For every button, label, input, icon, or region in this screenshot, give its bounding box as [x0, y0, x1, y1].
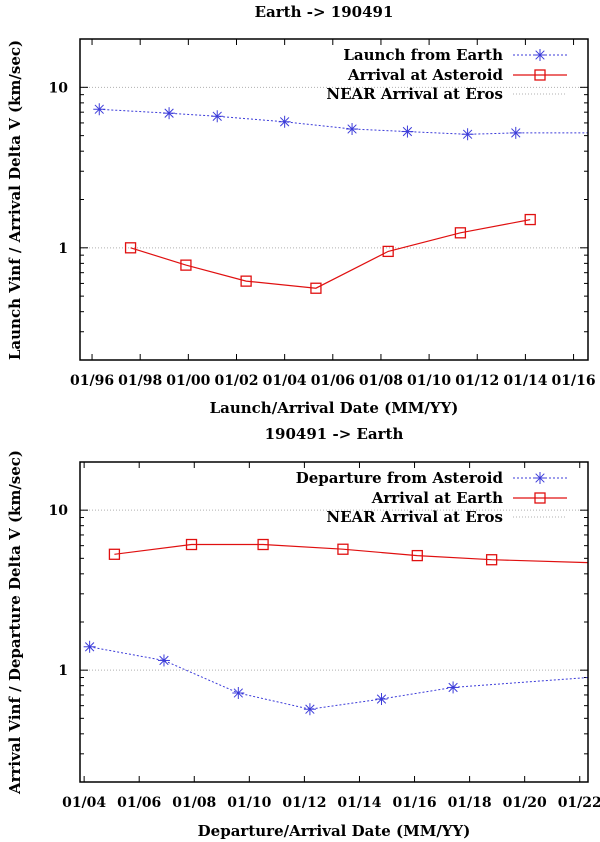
data-point-series-1 — [509, 126, 522, 139]
x-tick-label: 01/04 — [263, 373, 307, 389]
data-point-series-2 — [257, 538, 269, 551]
chart-asteroid-to-earth: 190491 -> Earth 01/04 01/06 01/08 01/10 01/1… — [6, 425, 600, 840]
chart-title: 190491 -> Earth — [265, 425, 404, 443]
data-point-series-2 — [124, 242, 137, 254]
data-point-series-1 — [232, 686, 245, 699]
data-point-series-2 — [382, 245, 394, 258]
y-tick-label: 10 — [49, 503, 69, 519]
legend-sample-marker-1 — [534, 472, 546, 484]
legend-sample-marker-1 — [534, 49, 546, 61]
reference-grid — [80, 86, 588, 249]
y-axis-label: Launch Vinf / Arrival Delta V (km/sec) — [6, 40, 24, 360]
legend-label-series-2: Arrival at Asteroid — [347, 66, 504, 84]
y-tick-label: 1 — [58, 663, 68, 679]
x-tick-label: 01/12 — [455, 373, 499, 389]
series-line-2 — [114, 543, 589, 564]
x-tick-label: 01/08 — [359, 373, 403, 389]
x-tick-label: 01/10 — [227, 795, 271, 811]
x-tick-label: 01/06 — [311, 373, 355, 389]
data-point-series-1 — [346, 122, 359, 135]
legend-label-series-2: Arrival at Earth — [371, 489, 503, 507]
x-tick-label: 01/14 — [337, 795, 381, 811]
chart-title: Earth -> 190491 — [255, 3, 394, 21]
y-axis-label: Arrival Vinf / Departure Delta V (km/sec… — [6, 450, 24, 795]
plot-frame — [79, 38, 589, 361]
data-point-series-1 — [461, 128, 474, 141]
data-point-series-1 — [375, 693, 388, 706]
data-point-series-1 — [163, 107, 176, 120]
reference-grid — [80, 509, 588, 671]
axis-ticks: 01/96 01/98 01/00 01/02 01/04 01/06 01/08 01/10… — [49, 38, 596, 389]
data-point-series-1 — [93, 103, 106, 116]
x-tick-label: 01/06 — [117, 795, 161, 811]
data-point-series-1 — [83, 640, 96, 653]
axis-ticks: 01/04 01/06 01/08 01/10 01/12 01/14 01/16 01/18… — [49, 461, 600, 811]
x-tick-label: 01/04 — [62, 795, 106, 811]
x-tick-label: 01/16 — [552, 373, 596, 389]
x-tick-label: 01/18 — [448, 795, 492, 811]
data-point-series-2 — [180, 259, 192, 271]
chart-earth-to-asteroid: Earth -> 190491 01/96 01/98 01/00 01/02 01/0… — [6, 3, 596, 417]
x-axis-label: Departure/Arrival Date (MM/YY) — [198, 822, 471, 840]
y-tick-label: 1 — [58, 241, 68, 257]
data-point-series-1 — [157, 654, 170, 667]
data-point-series-2 — [524, 213, 536, 226]
x-tick-label: 01/14 — [503, 373, 547, 389]
series-group — [93, 103, 588, 294]
x-tick-label: 01/02 — [214, 373, 258, 389]
x-tick-label: 01/08 — [172, 795, 216, 811]
data-point-series-2 — [240, 275, 252, 287]
data-point-series-1 — [211, 110, 224, 123]
legend-sample-marker-2 — [534, 69, 546, 81]
data-point-series-1 — [401, 125, 414, 138]
x-tick-label: 01/98 — [118, 373, 162, 389]
x-tick-label: 01/10 — [407, 373, 451, 389]
x-tick-label: 01/12 — [282, 795, 326, 811]
x-tick-label: 01/22 — [558, 795, 600, 811]
x-tick-label: 01/00 — [166, 373, 210, 389]
data-point-series-2 — [310, 282, 322, 294]
legend-label-reference: NEAR Arrival at Eros — [326, 508, 503, 526]
legend: Departure from Asteroid Arrival at Earth… — [296, 469, 567, 526]
legend-label-reference: NEAR Arrival at Eros — [326, 85, 503, 103]
data-point-series-1 — [447, 681, 460, 694]
data-point-series-2 — [108, 548, 121, 560]
series-group — [83, 538, 589, 716]
legend-label-series-1: Launch from Earth — [343, 46, 503, 64]
data-point-series-2 — [454, 227, 467, 239]
x-tick-label: 01/16 — [392, 795, 436, 811]
plot-frame — [79, 461, 589, 783]
x-tick-label: 01/96 — [70, 373, 114, 389]
data-point-series-2 — [337, 543, 349, 555]
legend-label-series-1: Departure from Asteroid — [296, 469, 504, 487]
x-tick-label: 01/20 — [503, 795, 547, 811]
data-point-series-2 — [485, 554, 498, 566]
y-tick-label: 10 — [49, 80, 69, 96]
legend-sample-marker-2 — [534, 492, 546, 504]
data-point-series-2 — [411, 549, 423, 562]
series-line-2 — [130, 219, 531, 289]
data-point-series-1 — [303, 703, 316, 716]
data-point-series-2 — [185, 538, 198, 551]
x-axis-label: Launch/Arrival Date (MM/YY) — [210, 399, 459, 417]
legend: Launch from Earth Arrival at Asteroid NE… — [326, 46, 567, 103]
data-point-series-1 — [278, 115, 291, 128]
